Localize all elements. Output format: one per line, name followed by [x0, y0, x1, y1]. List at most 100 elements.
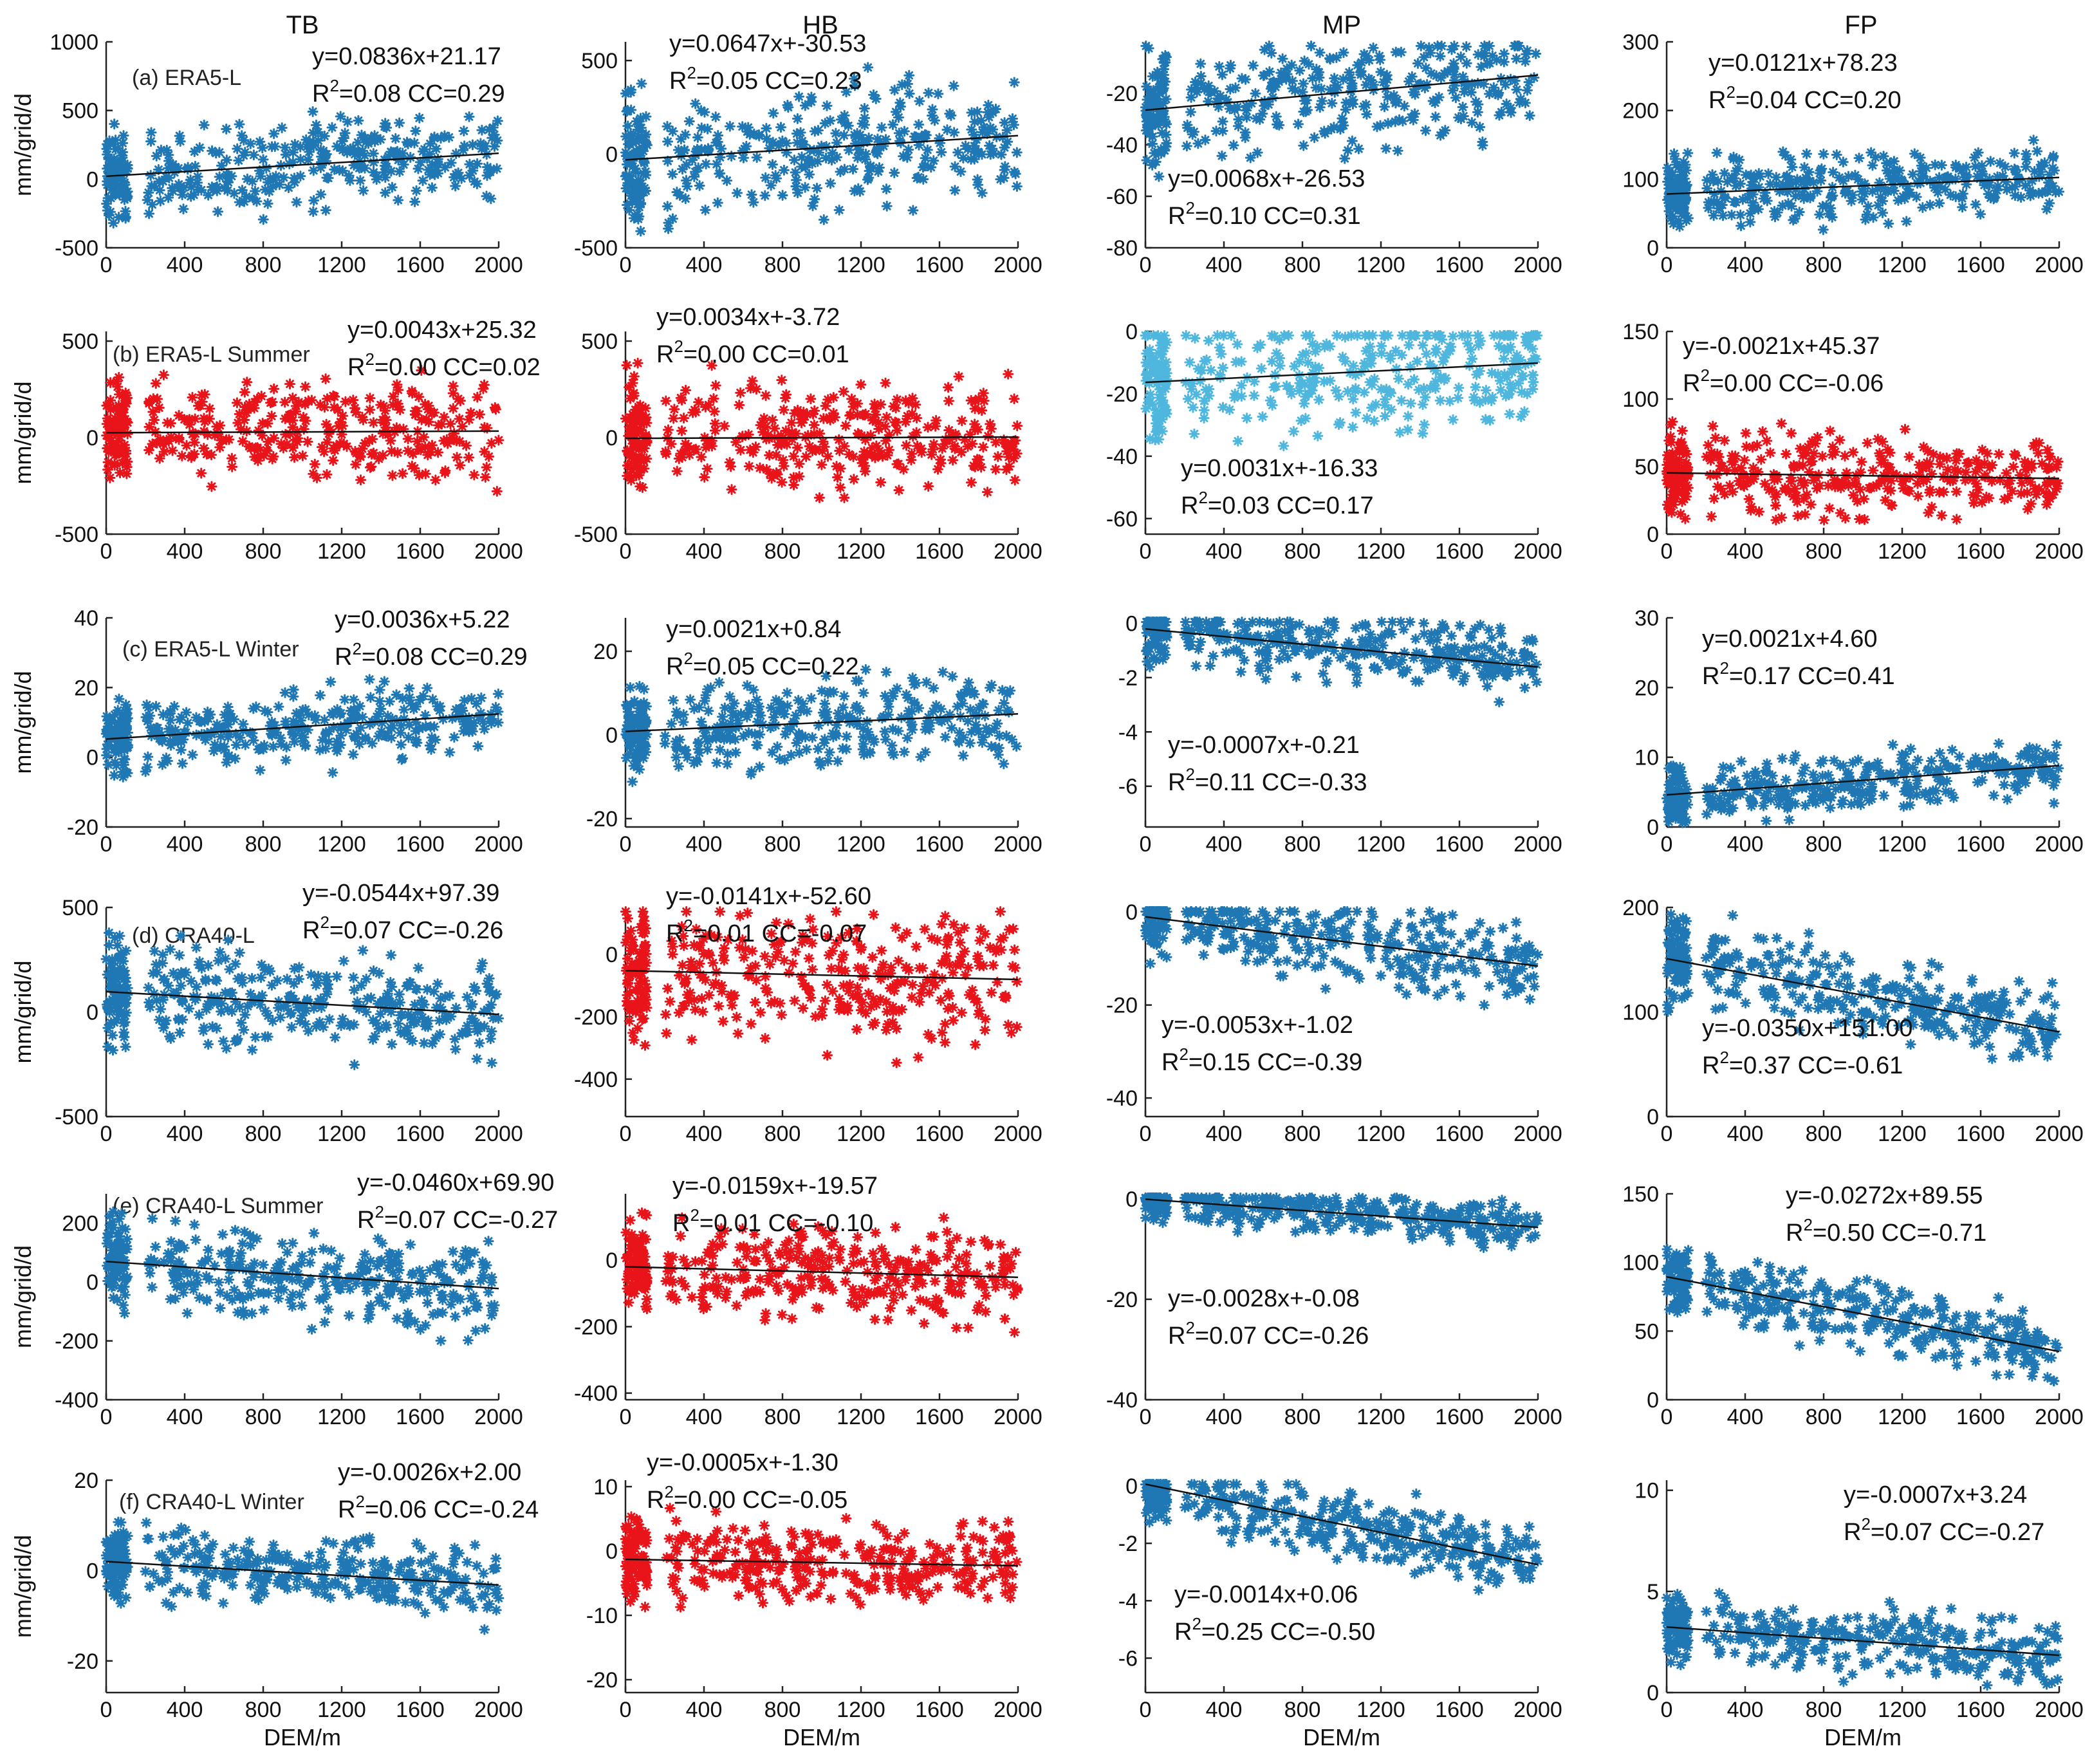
scatter-point [241, 173, 253, 185]
scatter-point [902, 410, 913, 422]
scatter-point [1873, 200, 1884, 211]
scatter-point [279, 396, 291, 408]
scatter-point [696, 451, 707, 463]
scatter-point [1457, 676, 1468, 687]
scatter-point [492, 717, 504, 729]
scatter-point [116, 152, 128, 163]
scatter-point [1467, 353, 1478, 365]
scatter-point [1469, 623, 1481, 635]
scatter-point [956, 447, 967, 458]
x-tick-label: 1200 [1356, 253, 1405, 277]
scatter-point [1142, 119, 1153, 131]
scatter-point [181, 707, 192, 718]
y-tick-label: -20 [67, 815, 98, 840]
x-tick-label: 1600 [915, 539, 964, 564]
scatter-point [1673, 808, 1685, 819]
scatter-point [1239, 655, 1250, 666]
scatter-point [1761, 766, 1772, 778]
scatter-point [1867, 185, 1878, 197]
scatter-point [102, 149, 113, 160]
scatter-point [353, 162, 365, 174]
scatter-point [454, 413, 465, 425]
scatter-point [447, 403, 459, 414]
scatter-point [764, 449, 775, 461]
y-tick-label: -80 [1106, 236, 1138, 261]
scatter-point [1153, 171, 1165, 182]
scatter-point [275, 438, 287, 450]
scatter-point [730, 747, 741, 758]
scatter-point [1232, 120, 1244, 132]
scatter-point [973, 726, 985, 738]
scatter-point [1217, 125, 1228, 136]
scatter-point [1266, 400, 1278, 411]
scatter-point [490, 404, 501, 415]
scatter-point [854, 185, 865, 197]
scatter-point [790, 710, 802, 721]
scatter-point [2002, 760, 2013, 772]
scatter-point [254, 765, 266, 776]
scatter-point [387, 391, 399, 402]
scatter-point [1286, 59, 1297, 71]
scatter-point [687, 154, 698, 166]
scatter-point [701, 463, 713, 474]
scatter-point [421, 413, 432, 425]
scatter-point [626, 713, 638, 725]
scatter-point [781, 147, 792, 158]
scatter-point [1992, 180, 2004, 192]
scatter-point [1228, 392, 1240, 404]
scatter-point [1001, 688, 1013, 700]
scatter-point [1665, 179, 1677, 190]
scatter-point [414, 156, 426, 168]
scatter-point [690, 98, 701, 109]
scatter-point [421, 153, 433, 164]
scatter-point [1432, 40, 1443, 51]
scatter-point [257, 142, 268, 154]
scatter-point [1878, 454, 1889, 466]
scatter-point [1884, 173, 1896, 185]
scatter-point [793, 694, 804, 706]
scatter-point [1663, 169, 1674, 180]
scatter-point [1509, 40, 1521, 51]
scatter-point [876, 122, 887, 133]
scatter-point [425, 744, 437, 756]
x-tick-label: 2000 [994, 539, 1042, 564]
scatter-point [2029, 165, 2041, 177]
scatter-point [292, 436, 303, 447]
scatter-point [894, 135, 905, 147]
scatter-point [1409, 330, 1420, 341]
scatter-point [675, 392, 687, 404]
scatter-point [1191, 617, 1203, 627]
scatter-point [398, 159, 409, 171]
scatter-point [821, 100, 833, 111]
scatter-point [893, 485, 905, 496]
scatter-point [859, 465, 871, 477]
scatter-point [2008, 147, 2020, 159]
scatter-point [1887, 739, 1898, 750]
scatter-point [752, 739, 763, 751]
scatter-point [1708, 175, 1719, 187]
scatter-point [926, 449, 938, 460]
scatter-point [681, 752, 693, 763]
scatter-point [1288, 636, 1299, 647]
scatter-point [180, 727, 192, 738]
scatter-point [1356, 639, 1368, 651]
scatter-point [1985, 156, 1996, 167]
scatter-point [727, 709, 738, 721]
scatter-point [1941, 174, 1952, 185]
scatter-point [869, 403, 881, 414]
scatter-point [1376, 348, 1387, 359]
scatter-point [764, 468, 776, 479]
scatter-point [640, 718, 651, 729]
scatter-point [1912, 754, 1923, 766]
scatter-point [992, 450, 1004, 462]
scatter-point [1351, 677, 1362, 689]
scatter-point [891, 425, 903, 436]
scatter-point [1800, 782, 1812, 794]
scatter-point [1156, 389, 1167, 400]
scatter-point [1351, 662, 1363, 674]
scatter-point [1435, 72, 1447, 84]
scatter-point [866, 442, 878, 454]
scatter-point [382, 429, 394, 440]
